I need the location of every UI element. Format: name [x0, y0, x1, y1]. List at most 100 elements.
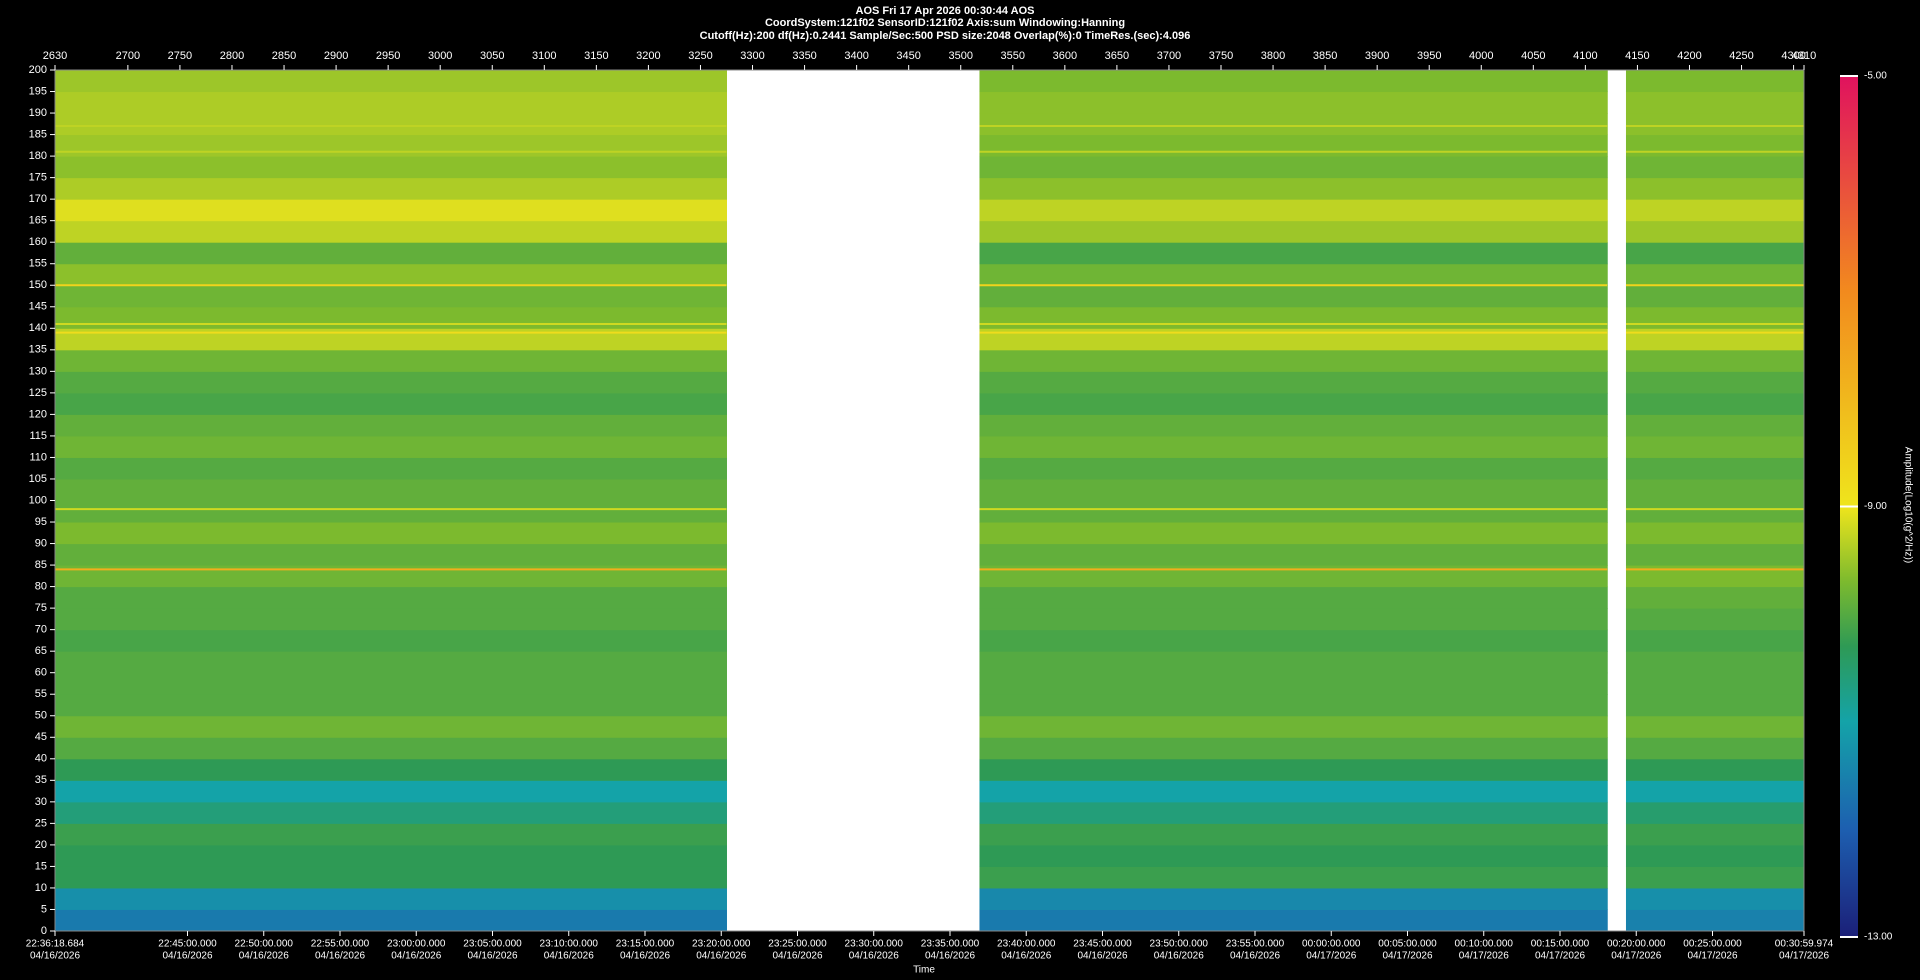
heatmap-cell — [55, 522, 727, 545]
x-tick-label: 3250 — [688, 50, 712, 62]
heatmap-cell — [979, 199, 1608, 222]
heatmap-cell — [979, 457, 1608, 480]
x-tick-label: 3300 — [740, 50, 764, 62]
y-tick-label: 110 — [29, 451, 47, 463]
heatmap-cell — [979, 758, 1608, 781]
x-tick-label: 2950 — [376, 50, 400, 62]
heatmap-cell — [55, 758, 727, 781]
x-tick-label: 4000 — [1469, 50, 1493, 62]
heatmap-cell — [55, 371, 727, 394]
heatmap-cell — [979, 866, 1608, 889]
time-tick-date: 04/16/2026 — [162, 951, 212, 962]
heatmap-cell — [55, 651, 727, 674]
y-tick-label: 125 — [29, 387, 47, 399]
heatmap-cell — [55, 328, 727, 351]
heatmap-cell — [55, 242, 727, 265]
heatmap-cell — [1625, 134, 1805, 157]
heatmap-cell — [1625, 844, 1805, 867]
time-tick-label: 23:25:00.000 — [768, 939, 827, 950]
y-tick-label: 115 — [29, 430, 47, 442]
x-tick-label: 3200 — [636, 50, 660, 62]
time-tick-label: 23:10:00.000 — [540, 939, 599, 950]
heatmap-cell — [1625, 715, 1805, 738]
x-tick-label: 2850 — [272, 50, 296, 62]
heatmap-cell — [1625, 500, 1805, 523]
x-tick-label: 4100 — [1573, 50, 1597, 62]
x-tick-label: 3100 — [532, 50, 556, 62]
heatmap-cell — [55, 586, 727, 609]
heatmap-cell — [1625, 435, 1805, 458]
x-tick-label: 3000 — [428, 50, 452, 62]
time-tick-label: 00:15:00.000 — [1531, 939, 1590, 950]
heatmap-cell — [55, 263, 727, 286]
heatmap-cell — [979, 694, 1608, 717]
heatmap-cell — [979, 801, 1608, 824]
heatmap-cell — [1625, 199, 1805, 222]
heatmap-cell — [979, 285, 1608, 308]
heatmap-cell — [979, 134, 1608, 157]
time-tick-date: 04/16/2026 — [1001, 951, 1051, 962]
time-tick-label: 23:15:00.000 — [616, 939, 675, 950]
heatmap-cell — [1625, 220, 1805, 243]
x-tick-label: 3150 — [584, 50, 608, 62]
y-tick-label: 160 — [29, 236, 47, 248]
heatmap-cell — [979, 780, 1608, 803]
x-tick-label: 3950 — [1417, 50, 1441, 62]
time-tick-label: 00:10:00.000 — [1455, 939, 1514, 950]
heatmap-cell — [979, 70, 1608, 93]
colorbar-tick-label: -5.00 — [1864, 71, 1887, 82]
time-tick-label: 22:55:00.000 — [311, 939, 370, 950]
y-tick-label: 35 — [35, 774, 47, 786]
heatmap-cell — [1625, 672, 1805, 695]
x-tick-label: 3450 — [896, 50, 920, 62]
heatmap-cell — [55, 909, 727, 932]
heatmap-cell — [1625, 156, 1805, 179]
x-tick-label: 3750 — [1209, 50, 1233, 62]
heatmap-cell — [55, 70, 727, 93]
heatmap-cell — [1625, 263, 1805, 286]
heatmap-cell — [55, 392, 727, 415]
x-tick-label: 4300 — [1781, 50, 1805, 62]
chart-subtitle: Cutoff(Hz):200 df(Hz):0.2441 Sample/Sec:… — [700, 30, 1191, 42]
time-tick-date: 04/16/2026 — [925, 951, 975, 962]
heatmap-cell — [55, 780, 727, 803]
heatmap-cell — [1625, 392, 1805, 415]
heatmap-cell — [979, 715, 1608, 738]
y-tick-label: 120 — [29, 408, 47, 420]
heatmap-cell — [979, 672, 1608, 695]
x-tick-label: 2800 — [220, 50, 244, 62]
heatmap-cell — [979, 242, 1608, 265]
time-tick-date: 04/16/2026 — [315, 951, 365, 962]
heatmap-cell — [979, 887, 1608, 910]
y-tick-label: 20 — [35, 839, 47, 851]
heatmap-cell — [979, 909, 1608, 932]
heatmap-cell — [1625, 651, 1805, 674]
x-tick-label: 4310 — [1792, 50, 1816, 62]
time-tick-date: 04/16/2026 — [620, 951, 670, 962]
heatmap-cell — [979, 651, 1608, 674]
x-tick-label: 2630 — [43, 50, 67, 62]
heatmap-cell — [1625, 586, 1805, 609]
y-tick-label: 75 — [35, 602, 47, 614]
heatmap-cell — [979, 565, 1608, 588]
time-tick-label: 23:35:00.000 — [921, 939, 980, 950]
x-tick-label: 2700 — [116, 50, 140, 62]
heatmap-cell — [55, 694, 727, 717]
heatmap-cell — [1625, 349, 1805, 372]
y-tick-label: 155 — [29, 258, 47, 270]
heatmap-cell — [55, 500, 727, 523]
time-tick-date: 04/16/2026 — [544, 951, 594, 962]
heatmap-cell — [1625, 629, 1805, 652]
y-tick-label: 100 — [29, 494, 47, 506]
heatmap-cell — [1625, 91, 1805, 114]
x-tick-label: 3400 — [844, 50, 868, 62]
heatmap-cell — [1625, 414, 1805, 437]
time-tick-label: 23:05:00.000 — [463, 939, 522, 950]
heatmap-cell — [55, 565, 727, 588]
heatmap-cell — [1625, 909, 1805, 932]
colorbar-tick-label: -13.00 — [1864, 932, 1893, 943]
heatmap-cell — [55, 220, 727, 243]
heatmap-cell — [55, 91, 727, 114]
time-tick-date: 04/17/2026 — [1687, 951, 1737, 962]
